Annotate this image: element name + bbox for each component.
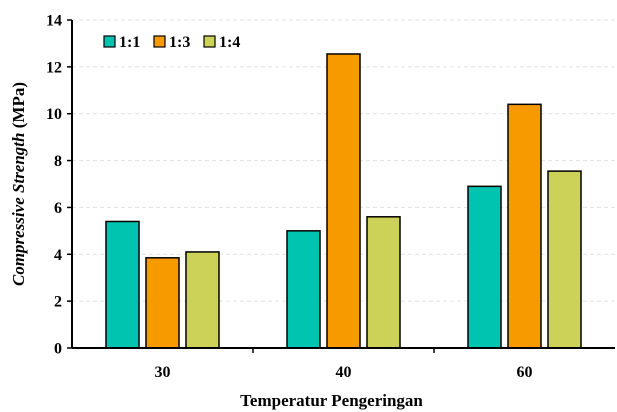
x-tick-label-30: 30 — [155, 364, 171, 381]
legend-swatch-1-1 — [103, 35, 116, 48]
bar-1-3-30 — [145, 257, 180, 349]
legend-swatch-1-3 — [153, 35, 166, 48]
y-tick-label: 10 — [46, 106, 62, 123]
legend-swatch-1-4 — [203, 35, 216, 48]
x-tick-label-60: 60 — [517, 364, 533, 381]
y-tick-label: 12 — [46, 59, 62, 76]
bar-1-1-40 — [286, 230, 321, 349]
y-axis-title: Compressive Strength (MPa) — [9, 82, 28, 286]
y-tick-label: 0 — [54, 341, 62, 358]
bar-1-4-30 — [185, 251, 220, 349]
y-ticks: 0 2 4 6 8 10 12 14 — [46, 13, 72, 358]
axes — [71, 20, 615, 349]
y-tick-label: 2 — [54, 294, 62, 311]
y-axis-title-italic: Compressive Strength — [9, 133, 28, 287]
bar-1-1-60 — [467, 185, 502, 349]
legend-label-1-4: 1:4 — [219, 34, 240, 51]
bar-1-3-40 — [326, 53, 361, 349]
bar-1-4-40 — [366, 216, 401, 349]
bar-1-3-60 — [507, 103, 542, 349]
legend-label-1-3: 1:3 — [169, 34, 190, 51]
y-axis-title-unit: (MPa) — [9, 82, 28, 133]
x-tick-label-40: 40 — [336, 364, 352, 381]
bars — [105, 53, 582, 349]
legend-label-1-1: 1:1 — [119, 34, 140, 51]
y-tick-label: 6 — [54, 200, 62, 217]
bar-1-1-30 — [105, 220, 140, 349]
y-tick-label: 8 — [54, 153, 62, 170]
x-ticks: 30 40 60 — [155, 348, 533, 381]
x-axis-title: Temperatur Pengeringan — [240, 391, 423, 410]
legend: 1:1 1:3 1:4 — [103, 34, 240, 51]
bar-1-4-60 — [547, 170, 582, 349]
y-tick-label: 4 — [54, 247, 62, 264]
y-tick-label: 14 — [46, 13, 62, 30]
